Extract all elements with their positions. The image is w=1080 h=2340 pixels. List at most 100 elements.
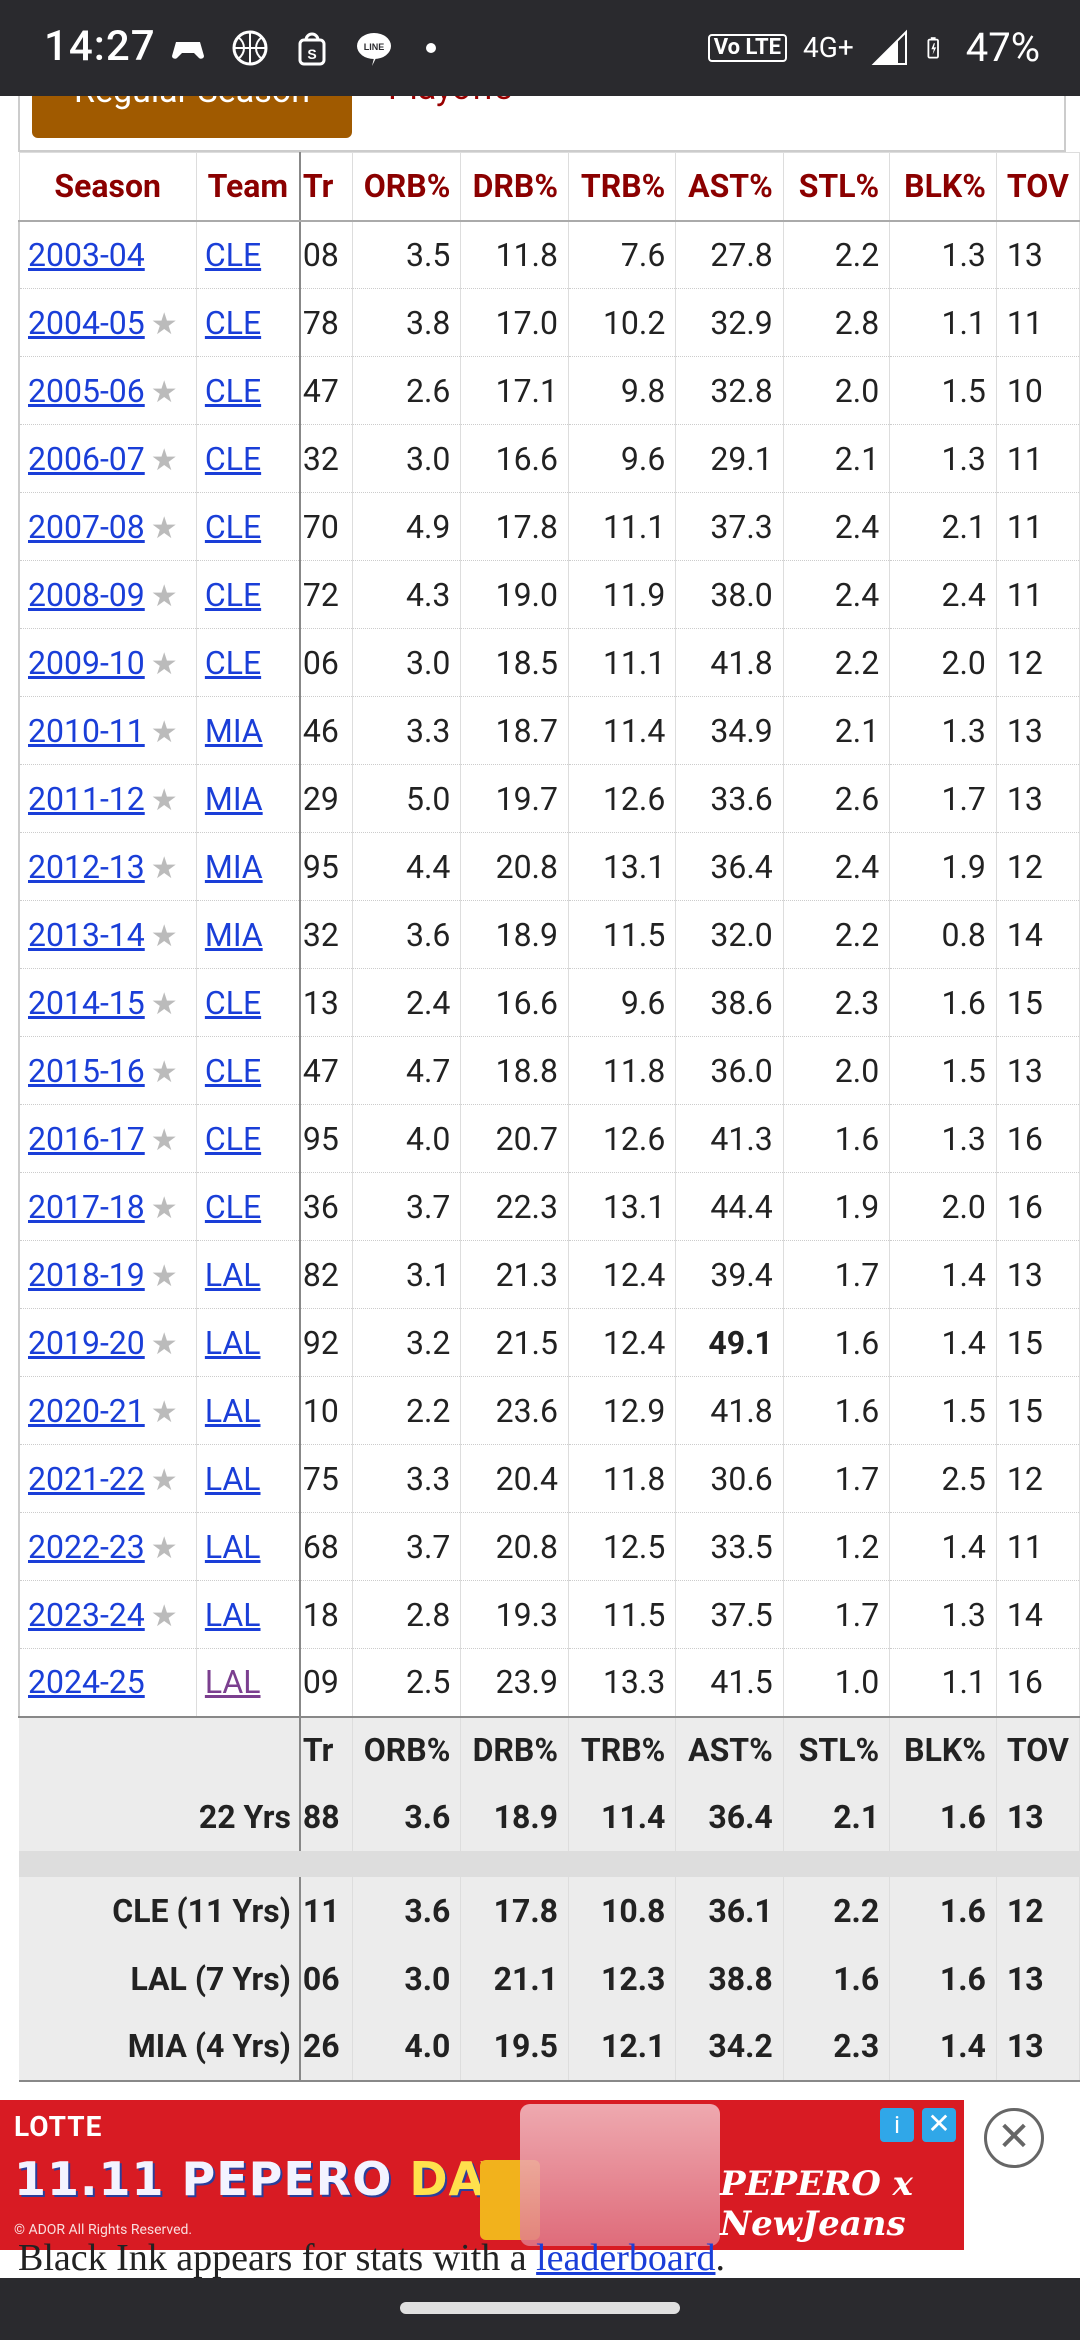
tab-regular-season[interactable]: Regular Season (32, 96, 352, 138)
team-link[interactable]: CLE (204, 575, 262, 614)
team-link[interactable]: MIA (204, 779, 263, 818)
home-gesture-handle[interactable] (400, 2302, 680, 2314)
team-cell: LAL (196, 1308, 301, 1377)
season-link[interactable]: 2020-21 (28, 1391, 145, 1430)
stl-cell: 1.7 (783, 1240, 891, 1309)
orb-cell: 3.1 (352, 1240, 462, 1309)
season-link[interactable]: 2018-19 (28, 1255, 145, 1294)
season-link[interactable]: 2019-20 (28, 1323, 145, 1362)
ad-photo (520, 2104, 720, 2246)
col-header-drb[interactable]: DRB% (460, 152, 569, 222)
season-link[interactable]: 2010-11 (28, 711, 145, 750)
team-link[interactable]: LAL (204, 1323, 261, 1362)
orb-cell: 4.9 (352, 492, 462, 561)
col-header-tov[interactable]: TOV (995, 152, 1080, 222)
season-cell: 2017-18 ★ (19, 1172, 197, 1241)
season-link[interactable]: 2013-14 (28, 915, 145, 954)
ad-close-button[interactable]: ✕ (984, 2108, 1044, 2168)
team-link[interactable]: CLE (204, 507, 262, 546)
season-link[interactable]: 2004-05 (28, 303, 145, 342)
tov-cell: 12 (996, 832, 1080, 901)
season-link[interactable]: 2024-25 (28, 1663, 145, 1702)
team-link[interactable]: MIA (204, 847, 263, 886)
trb-cell: 12.4 (568, 1308, 677, 1377)
col-header-blk[interactable]: BLK% (889, 152, 997, 222)
info-icon[interactable]: i (880, 2108, 914, 2142)
col-header-season[interactable]: Season (18, 152, 197, 222)
stl-cell: 1.6 (783, 1376, 891, 1445)
career-stl: 2.1 (783, 1782, 891, 1851)
season-link[interactable]: 2005-06 (28, 371, 145, 410)
col-header-tr[interactable]: Tr (298, 152, 354, 222)
blk-cell: 1.1 (889, 1648, 997, 1718)
career-ast: 36.4 (675, 1782, 784, 1851)
team-link[interactable]: CLE (204, 1051, 262, 1090)
tov-cell: 16 (996, 1648, 1080, 1718)
season-link[interactable]: 2021-22 (28, 1459, 145, 1498)
team-link[interactable]: LAL (204, 1391, 261, 1430)
col-header-ast[interactable]: AST% (675, 152, 784, 222)
drb-cell: 17.1 (460, 356, 569, 425)
team-link[interactable]: CLE (204, 1187, 262, 1226)
drb-cell: 23.6 (460, 1376, 569, 1445)
team-link[interactable]: CLE (204, 371, 262, 410)
blk-cell: 1.3 (889, 1104, 997, 1173)
tov-cell: 11 (996, 424, 1080, 493)
leaderboard-link[interactable]: leaderboard (536, 2237, 716, 2279)
season-link[interactable]: 2011-12 (28, 779, 145, 818)
team-link[interactable]: LAL (204, 1595, 261, 1634)
ast-cell: 36.0 (675, 1036, 784, 1105)
team-link[interactable]: LAL (204, 1527, 261, 1566)
ast-cell: 34.9 (675, 696, 784, 765)
season-link[interactable]: 2023-24 (28, 1595, 145, 1634)
tr-cell: 36 (298, 1172, 354, 1241)
team-link[interactable]: CLE (204, 983, 262, 1022)
orb-cell: 2.8 (352, 1580, 462, 1649)
season-link[interactable]: 2017-18 (28, 1187, 145, 1226)
season-link[interactable]: 2022-23 (28, 1527, 145, 1566)
tr-cell: 32 (298, 900, 354, 969)
table-row: 2023-24 ★ LAL 18 2.8 19.3 11.5 37.5 1.7 1.3 14 (19, 1580, 1080, 1649)
team-link[interactable]: LAL (204, 1663, 261, 1702)
team-link[interactable]: CLE (204, 1119, 262, 1158)
col-header-orb[interactable]: ORB% (352, 152, 462, 222)
ast-cell: 27.8 (675, 220, 784, 289)
season-link[interactable]: 2008-09 (28, 575, 145, 614)
team-link[interactable]: CLE (204, 235, 262, 274)
season-link[interactable]: 2015-16 (28, 1051, 145, 1090)
table-row: 2013-14 ★ MIA 32 3.6 18.9 11.5 32.0 2.2 0.8 14 (19, 900, 1080, 969)
trb-cell: 12.9 (568, 1376, 677, 1445)
team-totals-trb: 12.3 (568, 1944, 677, 2013)
team-link[interactable]: LAL (204, 1459, 261, 1498)
tab-playoffs[interactable]: Playoffs (388, 96, 512, 108)
team-totals-stl: 2.3 (783, 2012, 891, 2082)
col-header-stl[interactable]: STL% (782, 152, 891, 222)
team-link[interactable]: LAL (204, 1255, 261, 1294)
season-link[interactable]: 2003-04 (28, 235, 145, 274)
drb-cell: 11.8 (460, 220, 569, 289)
table-row: 2010-11 ★ MIA 46 3.3 18.7 11.4 34.9 2.1 1.3 13 (19, 696, 1080, 765)
col-header-team[interactable]: Team (195, 152, 301, 222)
ad-banner[interactable]: LOTTE 11.11 PEPERO DAY © ADOR All Rights… (0, 2100, 964, 2250)
season-link[interactable]: 2007-08 (28, 507, 145, 546)
close-icon[interactable]: ✕ (922, 2108, 956, 2142)
team-link[interactable]: MIA (204, 711, 263, 750)
team-link[interactable]: CLE (204, 439, 262, 478)
season-link[interactable]: 2009-10 (28, 643, 145, 682)
tr-cell: 18 (298, 1580, 354, 1649)
col-header-trb[interactable]: TRB% (567, 152, 677, 222)
team-link[interactable]: MIA (204, 915, 263, 954)
season-link[interactable]: 2016-17 (28, 1119, 145, 1158)
season-cell: 2014-15 ★ (19, 968, 197, 1037)
drb-cell: 20.8 (460, 832, 569, 901)
table-row: 2012-13 ★ MIA 95 4.4 20.8 13.1 36.4 2.4 1.9 12 (19, 832, 1080, 901)
team-cell: MIA (196, 900, 301, 969)
season-link[interactable]: 2006-07 (28, 439, 145, 478)
season-link[interactable]: 2014-15 (28, 983, 145, 1022)
ast-cell: 39.4 (675, 1240, 784, 1309)
team-totals-tr: 26 (298, 2012, 354, 2082)
team-link[interactable]: CLE (204, 643, 262, 682)
team-link[interactable]: CLE (204, 303, 262, 342)
orb-cell: 3.5 (352, 220, 462, 289)
season-link[interactable]: 2012-13 (28, 847, 145, 886)
